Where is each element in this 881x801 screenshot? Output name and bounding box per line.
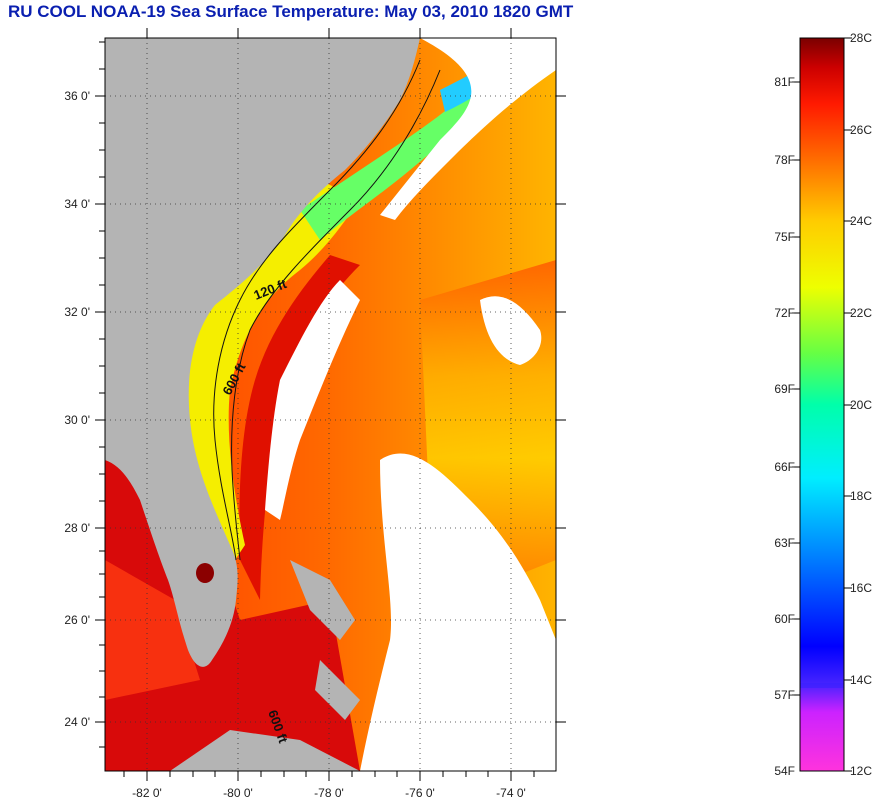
map-plot-area bbox=[105, 38, 556, 771]
colorbar-c-24: 24C bbox=[850, 214, 872, 228]
cloud-patch-east bbox=[480, 296, 542, 365]
shelf-water-yellow bbox=[178, 175, 360, 560]
colorbar-f-75: 75F bbox=[774, 230, 795, 244]
lake-okeechobee bbox=[196, 563, 214, 583]
colorbar-f-54: 54F bbox=[774, 764, 795, 778]
colorbar-c-14: 14C bbox=[850, 673, 872, 687]
map-border bbox=[104, 37, 557, 772]
lon-label-80: -80 0' bbox=[223, 786, 253, 800]
lon-label-76: -76 0' bbox=[405, 786, 435, 800]
lat-label-34: 34 0' bbox=[64, 197, 90, 211]
gulf-of-mexico-water bbox=[105, 560, 200, 700]
colorbar-f-69: 69F bbox=[774, 382, 795, 396]
colorbar-f-66: 66F bbox=[774, 460, 795, 474]
bahamas-islands bbox=[290, 560, 355, 640]
coastal-cool-water-green bbox=[300, 80, 500, 240]
colorbar-c-28: 28C bbox=[850, 31, 872, 45]
lat-label-32: 32 0' bbox=[64, 305, 90, 319]
lon-label-82: -82 0' bbox=[132, 786, 162, 800]
colorbar-f-60: 60F bbox=[774, 612, 795, 626]
colorbar-f-57: 57F bbox=[774, 688, 795, 702]
lat-label-26: 26 0' bbox=[64, 613, 90, 627]
cloud-mask-south bbox=[360, 453, 556, 771]
colorbar-f-63: 63F bbox=[774, 536, 795, 550]
lat-label-36: 36 0' bbox=[64, 89, 90, 103]
contour-120ft bbox=[213, 59, 421, 561]
lat-tick-marks bbox=[95, 41, 566, 748]
colorbar-f-78: 78F bbox=[774, 153, 795, 167]
lat-label-30: 30 0' bbox=[64, 413, 90, 427]
cloud-mask-west bbox=[265, 280, 360, 520]
cloud-mask-north bbox=[380, 38, 556, 220]
gulf-stream-band bbox=[239, 255, 360, 600]
lon-tick-marks bbox=[123, 28, 535, 781]
colorbar-c-20: 20C bbox=[850, 398, 872, 412]
colorbar-c-16: 16C bbox=[850, 581, 872, 595]
colorbar-c-18: 18C bbox=[850, 489, 872, 503]
colorbar-c-12: 12C bbox=[850, 764, 872, 778]
us-southeast-landmass bbox=[105, 38, 420, 667]
colorbar-f-81: 81F bbox=[774, 75, 795, 89]
cuba-landmass bbox=[170, 730, 360, 771]
lat-label-28: 28 0' bbox=[64, 521, 90, 535]
lon-label-78: -78 0' bbox=[314, 786, 344, 800]
lon-label-74: -74 0' bbox=[496, 786, 526, 800]
map-title: RU COOL NOAA-19 Sea Surface Temperature:… bbox=[8, 2, 574, 21]
colorbar-c-26: 26C bbox=[850, 123, 872, 137]
colorbar-f-72: 72F bbox=[774, 306, 795, 320]
lat-label-24: 24 0' bbox=[64, 715, 90, 729]
colorbar-band bbox=[800, 683, 844, 688]
contour-600ft bbox=[231, 69, 441, 561]
colorbar-c-22: 22C bbox=[850, 306, 872, 320]
lat-lon-grid bbox=[105, 38, 556, 771]
colorbar-tick-marks bbox=[792, 37, 852, 772]
bahamas-islands-south bbox=[315, 660, 360, 720]
colorbar-gradient bbox=[800, 38, 844, 771]
